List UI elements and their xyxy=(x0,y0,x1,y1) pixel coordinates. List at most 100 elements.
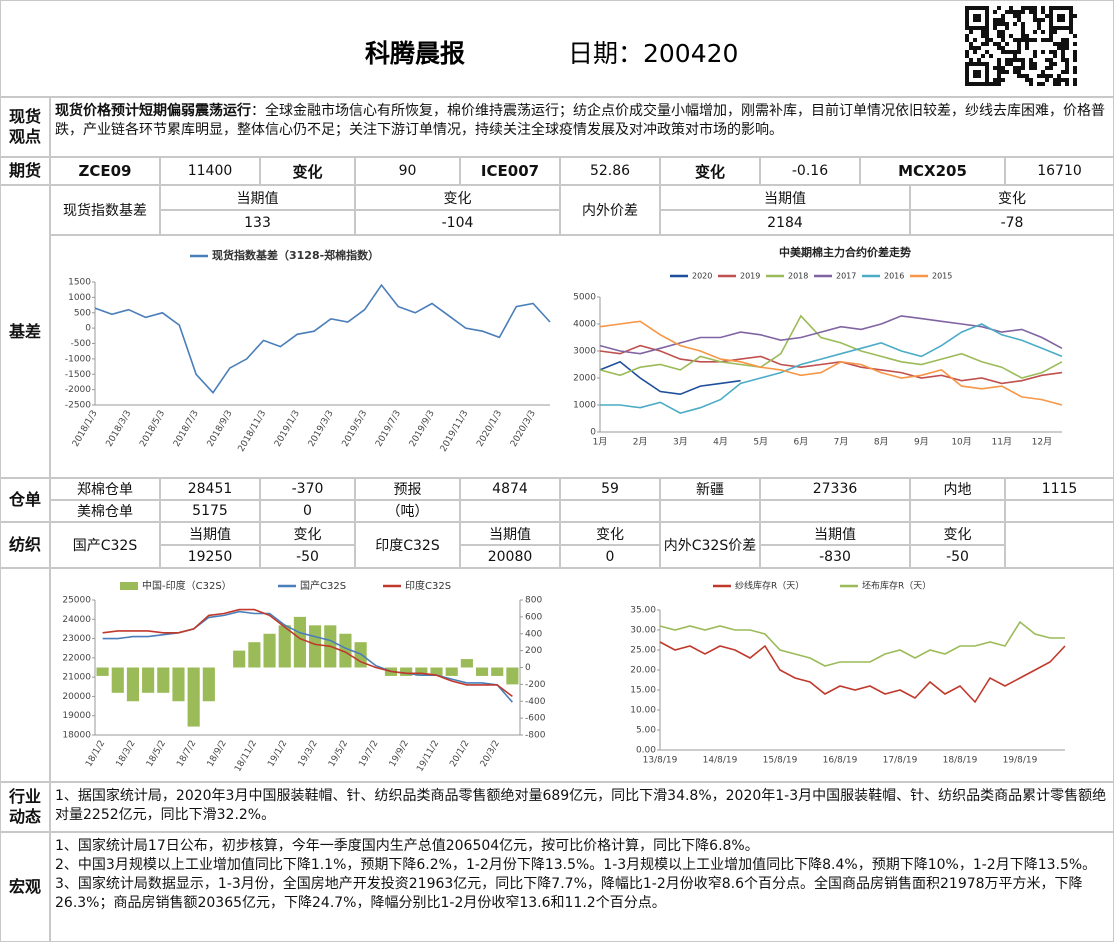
qr-dot xyxy=(1037,22,1041,26)
qr-dot xyxy=(1001,14,1005,18)
qr-dot xyxy=(1025,34,1029,38)
qr-dot xyxy=(985,42,989,46)
qr-dot xyxy=(1057,46,1061,50)
table-cell: -50 xyxy=(260,545,355,568)
qr-dot xyxy=(1021,58,1025,62)
bar xyxy=(293,616,306,668)
qr-dot xyxy=(1073,54,1077,58)
x-tick-label: 19/1/2 xyxy=(266,739,289,769)
y2-tick-label: 400 xyxy=(525,629,542,639)
y-tick-label: 4000 xyxy=(573,320,596,330)
series-line xyxy=(102,608,513,698)
x-tick-label: 20/3/2 xyxy=(479,739,502,769)
table-cell: 内外C32S价差 xyxy=(660,522,760,568)
qr-dot xyxy=(1017,58,1021,62)
qr-dot xyxy=(1065,62,1069,66)
qr-dot xyxy=(1029,66,1033,70)
table-cell: 0 xyxy=(560,545,660,568)
y-tick-label: 1500 xyxy=(68,278,91,288)
qr-dot xyxy=(1029,78,1033,82)
qr-dot xyxy=(1001,18,1005,22)
x-tick-label: 10月 xyxy=(951,437,971,448)
qr-dot xyxy=(1017,66,1021,70)
qr-dot xyxy=(1025,78,1029,82)
table-cell: 郑棉仓单 xyxy=(50,478,160,500)
x-tick-label: 19/11/2 xyxy=(415,739,441,774)
qr-dot xyxy=(1073,42,1077,46)
y-tick-label: 3000 xyxy=(573,347,596,357)
qr-dot xyxy=(1001,50,1005,54)
qr-dot xyxy=(1001,30,1005,34)
qr-dot xyxy=(1045,14,1049,18)
qr-dot xyxy=(1033,14,1037,18)
bar xyxy=(111,667,124,693)
qr-dot xyxy=(1005,50,1009,54)
qr-dot xyxy=(1073,50,1077,54)
qr-dot xyxy=(1029,10,1033,14)
qr-dot xyxy=(1061,46,1065,50)
bar xyxy=(460,659,473,668)
qr-dot xyxy=(993,42,997,46)
qr-finder xyxy=(973,14,981,22)
y-tick-label: 1000 xyxy=(68,293,91,303)
y-tick-label: 1000 xyxy=(573,401,596,411)
y-tick-label: 22000 xyxy=(62,653,91,663)
qr-dot xyxy=(977,58,981,62)
qr-dot xyxy=(965,54,969,58)
y-tick-label: -2000 xyxy=(65,385,91,395)
qr-dot xyxy=(1065,78,1069,82)
bar xyxy=(278,625,291,668)
y2-tick-label: -200 xyxy=(525,680,546,690)
qr-dot xyxy=(989,82,993,86)
qr-dot xyxy=(997,34,1001,38)
industry-news: 1、据国家统计局，2020年3月中国服装鞋帽、针、纺织品类商品零售额绝对量689… xyxy=(50,782,1114,832)
qr-dot xyxy=(1005,58,1009,62)
qr-dot xyxy=(973,46,977,50)
table-cell: 变化 xyxy=(355,185,560,210)
qr-dot xyxy=(1025,6,1029,10)
qr-dot xyxy=(1061,58,1065,62)
qr-dot xyxy=(1061,38,1065,42)
qr-dot xyxy=(1065,46,1069,50)
qr-dot xyxy=(997,70,1001,74)
bar xyxy=(263,633,276,668)
table-cell: 变化 xyxy=(660,157,760,185)
x-tick-label: 2019/9/3 xyxy=(408,409,437,449)
y-tick-label: 500 xyxy=(74,308,91,318)
y2-tick-label: 200 xyxy=(525,646,542,656)
qr-dot xyxy=(969,42,973,46)
y-tick-label: 20.00 xyxy=(630,666,656,676)
y-tick-label: 35.00 xyxy=(630,606,656,616)
qr-dot xyxy=(965,38,969,42)
y2-tick-label: -600 xyxy=(525,714,546,724)
qr-dot xyxy=(1017,10,1021,14)
macro-news: 1、国家统计局17日公布，初步核算，今年一季度国内生产总值206504亿元，按可… xyxy=(50,832,1114,942)
table-cell: 印度C32S xyxy=(355,522,460,568)
x-tick-label: 18/11/2 xyxy=(233,739,259,774)
table-cell: 2184 xyxy=(660,210,910,235)
qr-dot xyxy=(1045,58,1049,62)
y-tick-label: 0 xyxy=(85,324,91,334)
qr-dot xyxy=(1053,78,1057,82)
qr-dot xyxy=(1021,26,1025,30)
qr-dot xyxy=(1017,50,1021,54)
qr-dot xyxy=(1065,66,1069,70)
qr-dot xyxy=(1037,26,1041,30)
qr-dot xyxy=(1025,42,1029,46)
qr-dot xyxy=(997,42,1001,46)
qr-dot xyxy=(1065,38,1069,42)
legend-label: 国产C32S xyxy=(300,579,346,592)
qr-dot xyxy=(981,30,985,34)
x-tick-label: 12月 xyxy=(1032,437,1052,448)
table-cell: 变化 xyxy=(910,522,1005,545)
qr-dot xyxy=(1073,78,1077,82)
qr-dot xyxy=(1033,18,1037,22)
x-tick-label: 18/5/2 xyxy=(145,739,168,769)
qr-dot xyxy=(997,78,1001,82)
qr-dot xyxy=(1033,50,1037,54)
x-tick-label: 18/9/2 xyxy=(206,739,229,769)
qr-finder xyxy=(965,6,989,30)
qr-finder xyxy=(1049,6,1073,30)
qr-dot xyxy=(1061,70,1065,74)
qr-dot xyxy=(1001,78,1005,82)
